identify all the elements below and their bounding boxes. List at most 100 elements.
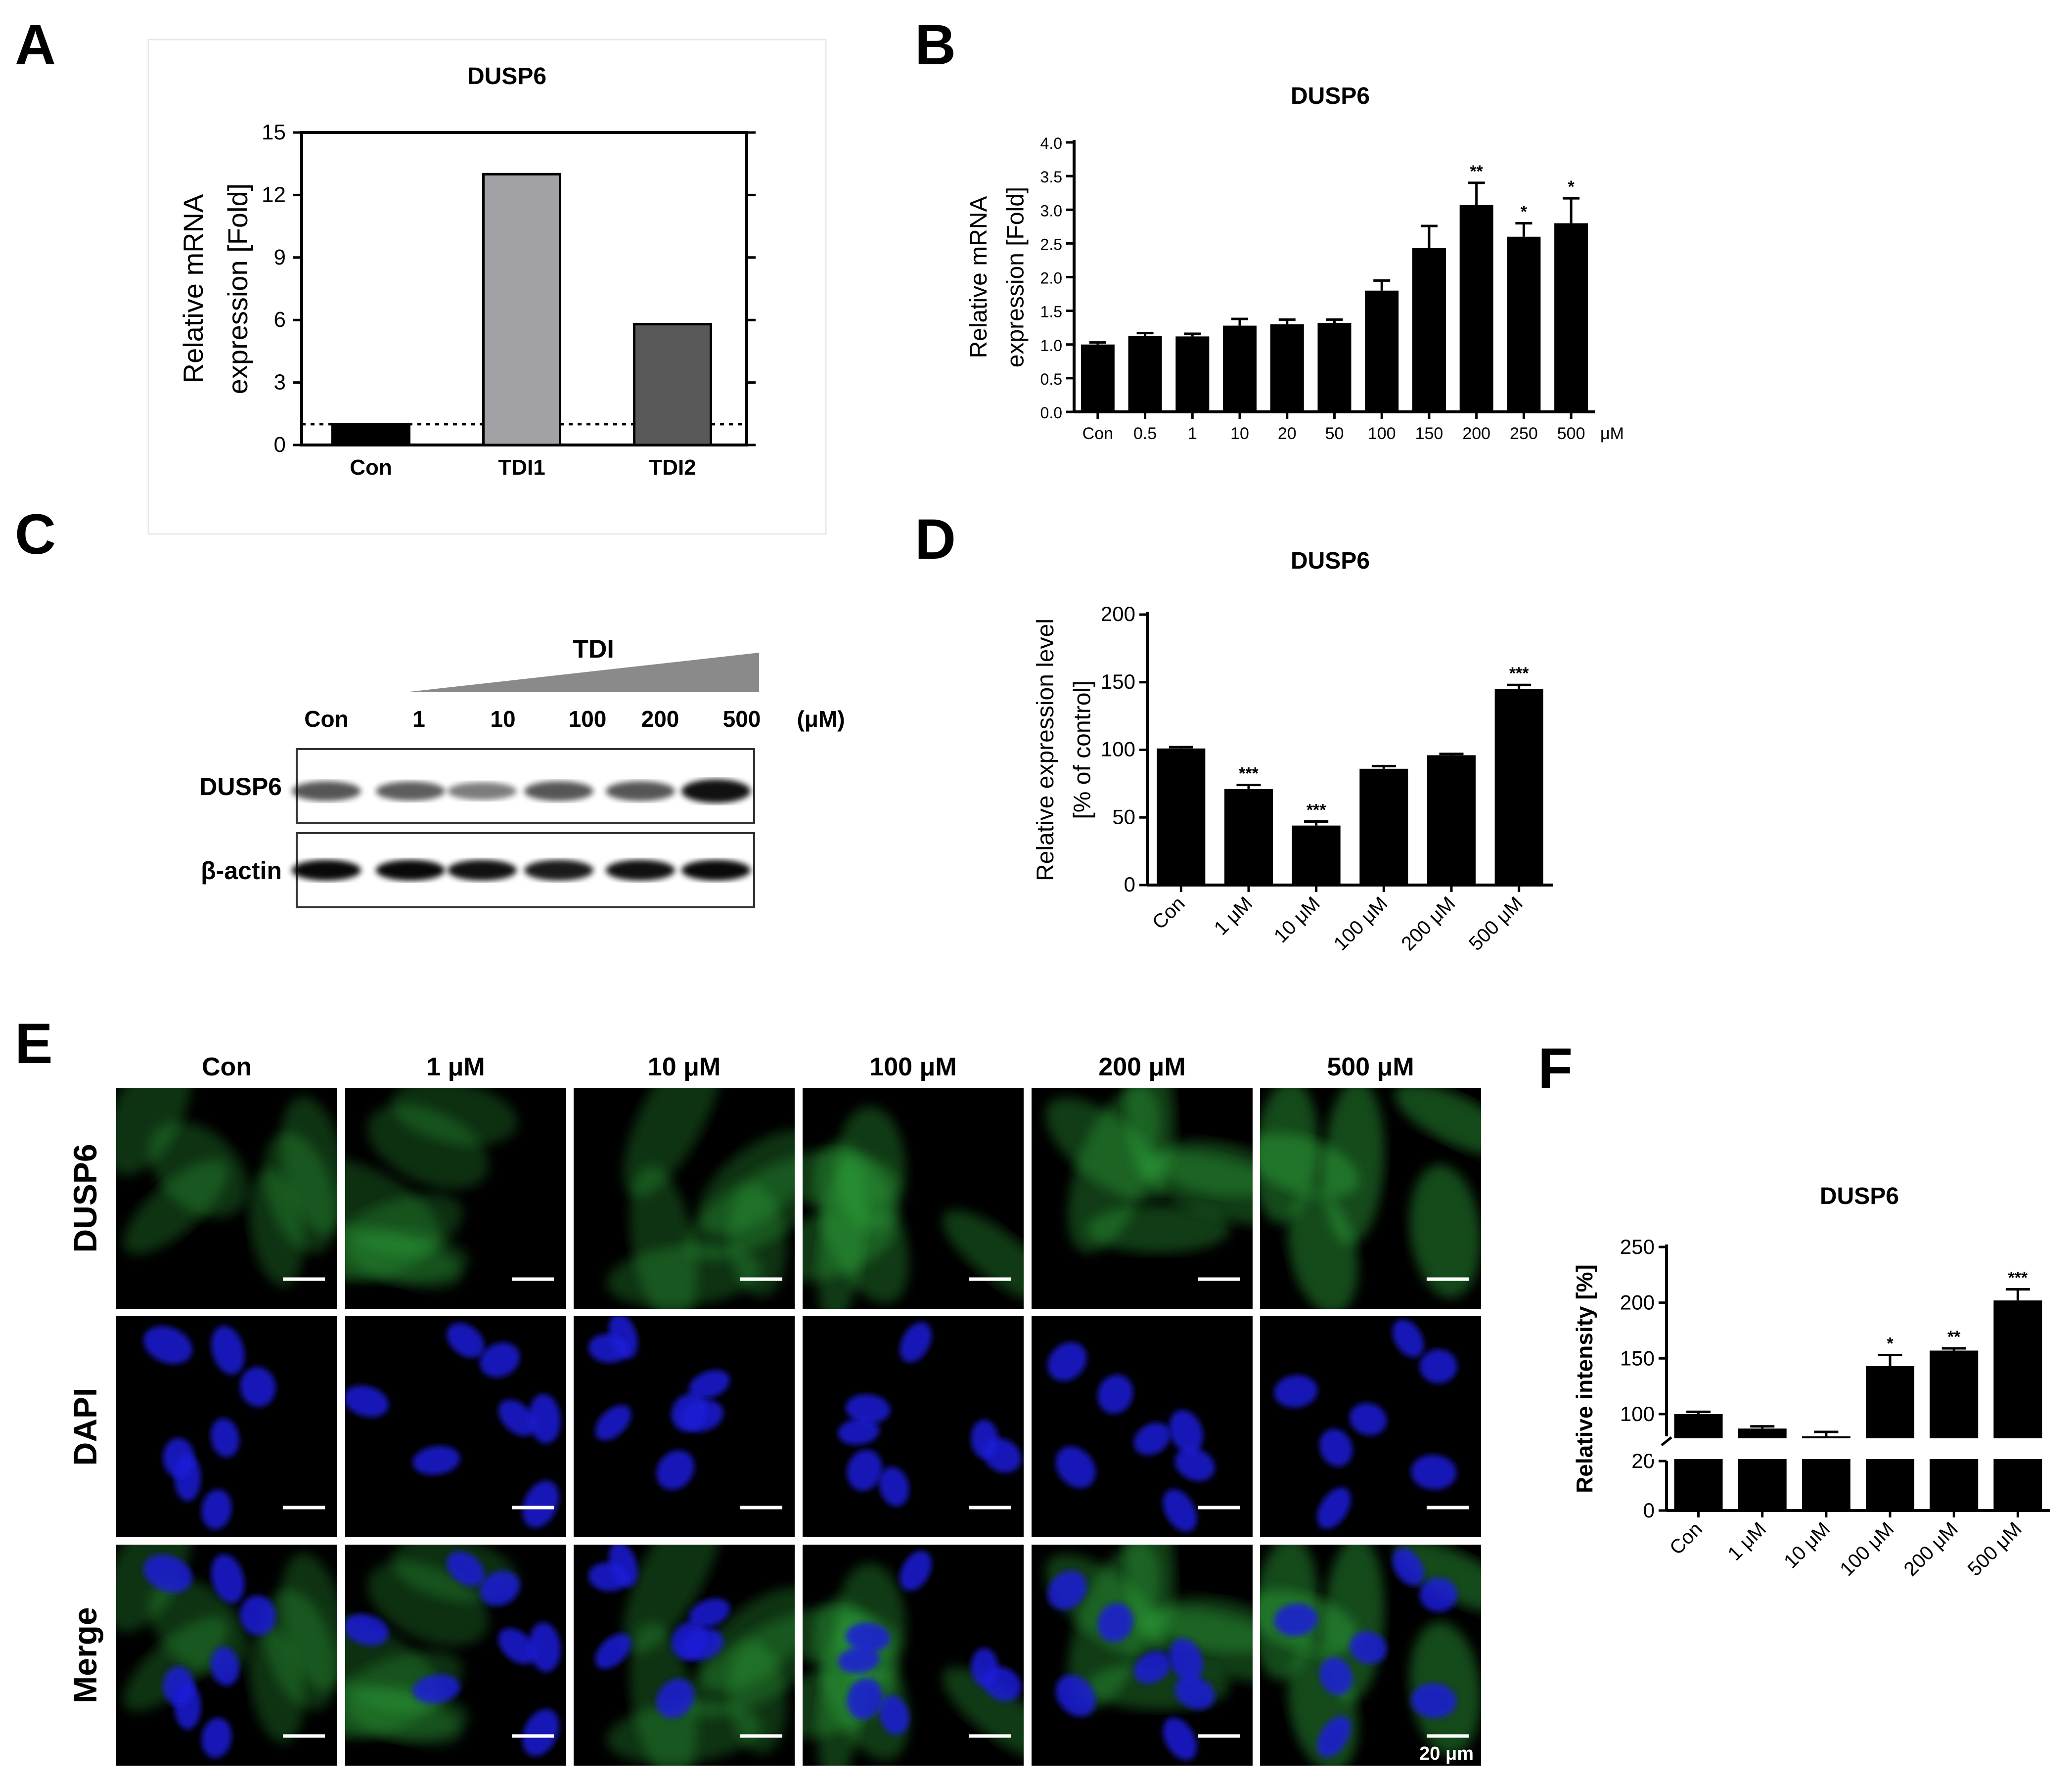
chart-d-title: DUSP6	[1291, 548, 1370, 574]
chart-b-ytick-label: 1.5	[1040, 303, 1062, 321]
chart-f-ytick-label: 150	[1620, 1346, 1655, 1370]
chart-b-xtick-label: 250	[1510, 424, 1538, 443]
chart-f-axis-break	[1652, 1438, 2055, 1459]
chart-d-significance: ***	[1509, 664, 1529, 683]
blot-lane-label: 100	[569, 706, 607, 732]
chart-b-xtick-label: 50	[1325, 424, 1344, 443]
chart-a-ytick-label: 9	[274, 245, 286, 269]
blot-lane-label: 10	[490, 706, 515, 732]
micro-row-label: DAPI	[67, 1388, 103, 1466]
blot-band	[376, 781, 445, 801]
micro-nucleus	[588, 1334, 629, 1363]
micro-nucleus	[498, 1628, 536, 1664]
chart-d-significance: ***	[1306, 801, 1326, 819]
chart-b-ytick-label: 2.0	[1040, 269, 1062, 287]
micro-nucleus	[845, 1394, 891, 1424]
micro-nucleus	[1392, 1319, 1424, 1358]
blot-band	[524, 860, 593, 881]
chart-b-bar	[1554, 223, 1588, 412]
micro-image-dapi	[345, 1316, 566, 1537]
chart-d-bar	[1359, 768, 1408, 885]
micro-nucleus	[838, 1647, 880, 1674]
micro-cell-signal	[367, 1561, 489, 1646]
chart-d: DUSP6 0 50 100 150 200 Con *** 1 μM *** 10 μM 100 μ…	[1033, 548, 1553, 955]
chart-b-bar	[1365, 290, 1399, 412]
chart-f-ytick-label: 250	[1620, 1235, 1655, 1258]
chart-f-significance: ***	[2008, 1269, 2028, 1288]
micro-nucleus	[240, 1595, 276, 1636]
blot-unit-label: (μM)	[797, 706, 845, 732]
chart-b-xtick-label: 200	[1462, 424, 1490, 443]
chart-a-title: DUSP6	[467, 63, 546, 89]
chart-d-bar	[1427, 755, 1476, 885]
blot-lane-label: 500	[723, 706, 761, 732]
micro-cell-signal	[280, 1096, 337, 1234]
micro-nucleus	[847, 1449, 883, 1491]
micro-nucleus	[595, 1405, 631, 1441]
micro-cell-signal	[1395, 1088, 1481, 1156]
concentration-gradient-triangle	[405, 653, 759, 692]
micro-nucleus	[480, 1342, 520, 1378]
micro-nucleus	[1392, 1548, 1424, 1586]
micro-nucleus	[1411, 1683, 1457, 1718]
chart-d-ylabel: Relative expression level [% of control]	[1033, 619, 1095, 881]
micro-cell-signal	[149, 1121, 248, 1218]
micro-nucleus	[1419, 1577, 1457, 1612]
chart-b-bar	[1507, 236, 1541, 412]
chart-b-bar	[1317, 323, 1351, 412]
micro-nucleus	[529, 1394, 561, 1444]
chart-d-ytick-label: 150	[1101, 670, 1135, 693]
western-blot: TDI (μM) Con 1 10 100 200 500 DUSP6 β-actin	[199, 635, 845, 908]
chart-a-ytick-label: 3	[274, 370, 286, 395]
micro-nucleus	[971, 1420, 998, 1459]
blot-lane-label: 200	[641, 706, 679, 732]
micro-nucleus	[201, 1489, 232, 1530]
micro-nucleus	[588, 1562, 629, 1592]
micro-image-dapi	[1260, 1316, 1481, 1537]
micro-nucleus	[211, 1554, 245, 1603]
micro-image-dusp6	[803, 1088, 1024, 1309]
micro-nucleus	[522, 1709, 559, 1756]
chart-d-xtick-label: 100 μM	[1330, 892, 1392, 955]
blot-band	[524, 781, 593, 801]
chart-b-significance: *	[1521, 203, 1528, 222]
chart-b-xtick-label: 100	[1368, 424, 1396, 443]
micro-nucleus	[1169, 1410, 1203, 1454]
panel-label-c: C	[15, 503, 56, 566]
chart-f-title: DUSP6	[1820, 1183, 1899, 1209]
micro-column-header: 200 μM	[1098, 1053, 1185, 1081]
chart-f-xtick-label: 200 μM	[1900, 1518, 1962, 1580]
micro-nucleus	[1169, 1638, 1203, 1682]
micro-nucleus	[447, 1323, 485, 1358]
micro-nucleus	[1274, 1375, 1318, 1408]
micro-nucleus	[1317, 1487, 1351, 1529]
chart-b-ytick-label: 3.0	[1040, 202, 1062, 220]
chart-f-ytick-label: 100	[1620, 1402, 1655, 1425]
blot-band	[292, 860, 361, 881]
chart-a: DUSP6 0 3 6 9 12 15 Con TDI1 TDI2 Relative mRNA exp…	[147, 39, 827, 535]
panel-label-b: B	[915, 13, 956, 77]
chart-d-bar	[1224, 789, 1273, 885]
chart-b-xtick-label: 20	[1278, 424, 1297, 443]
micro-cell-signal	[367, 1104, 489, 1189]
blot-band	[376, 860, 445, 881]
micro-nucleus	[211, 1418, 239, 1458]
chart-b-ylabel: Relative mRNA expression [Fold]	[966, 187, 1029, 368]
blot-band	[448, 860, 517, 881]
micro-cell-signal	[1288, 1190, 1358, 1309]
micro-nucleus	[240, 1367, 276, 1407]
micro-nucleus	[1350, 1403, 1387, 1436]
chart-d-significance: ***	[1239, 764, 1259, 783]
micro-image-merge	[803, 1545, 1024, 1766]
micro-nucleus	[447, 1551, 485, 1587]
micro-nucleus	[1174, 1676, 1215, 1710]
chart-b-xtick-label: 0.5	[1133, 424, 1157, 443]
chart-b-ytick-label: 0.0	[1040, 404, 1062, 422]
micro-cell-signal	[942, 1667, 1024, 1759]
micro-nucleus	[1133, 1423, 1171, 1455]
micro-cell-signal	[249, 1626, 304, 1743]
micro-nucleus	[900, 1322, 932, 1363]
chart-a-xtick-label: TDI1	[498, 455, 545, 480]
micro-nucleus	[1174, 1448, 1215, 1481]
micro-row-label: DUSP6	[67, 1144, 103, 1252]
